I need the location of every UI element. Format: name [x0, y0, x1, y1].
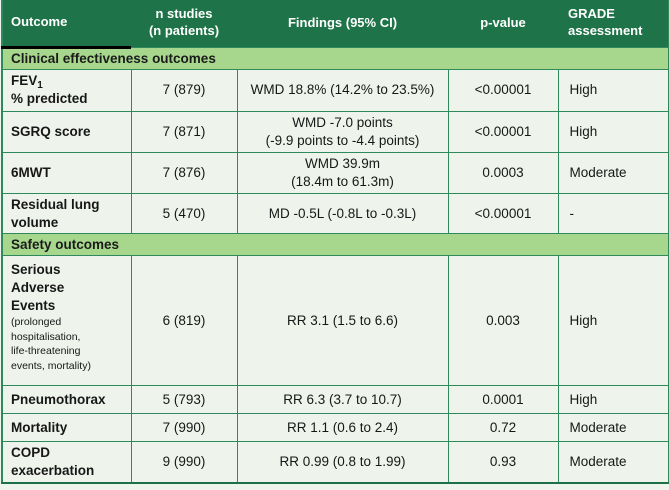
- findings-cell: MD -0.5L (-0.8L to -0.3L): [236, 193, 449, 235]
- table-row-residual-lung-volume: Residual lung volume 5 (470) MD -0.5L (-…: [1, 193, 669, 235]
- section-row-clinical-effectiveness: Clinical effectiveness outcomes: [1, 46, 669, 70]
- n-studies-cell: 9 (990): [130, 441, 238, 484]
- outcome-cell: Mortality: [1, 413, 132, 443]
- p-value-cell: 0.003: [447, 255, 559, 387]
- findings-cell: WMD 18.8% (14.2% to 23.5%): [236, 68, 449, 112]
- outcome-label: FEV: [11, 73, 38, 89]
- grade-cell: High: [557, 110, 669, 153]
- column-header-findings: Findings (95% CI): [237, 0, 448, 47]
- findings-cell: RR 1.1 (0.6 to 2.4): [236, 413, 449, 443]
- findings-cell: WMD -7.0 points (-9.9 points to -4.4 poi…: [236, 110, 449, 153]
- n-studies-cell: 5 (470): [130, 193, 238, 235]
- section-label-safety: Safety outcomes: [1, 233, 669, 257]
- outcome-cell: COPD exacerbation: [1, 441, 132, 484]
- section-label-clinical-effectiveness: Clinical effectiveness outcomes: [1, 46, 669, 70]
- table-row-pneumothorax: Pneumothorax 5 (793) RR 6.3 (3.7 to 10.7…: [1, 385, 669, 415]
- n-studies-cell: 6 (819): [130, 255, 238, 387]
- outcome-cell: 6MWT: [1, 151, 132, 195]
- grade-cell: Moderate: [557, 413, 669, 443]
- findings-cell: RR 6.3 (3.7 to 10.7): [236, 385, 449, 415]
- n-studies-cell: 5 (793): [130, 385, 238, 415]
- n-studies-cell: 7 (871): [130, 110, 238, 153]
- table-row-copd-exacerbation: COPD exacerbation 9 (990) RR 0.99 (0.8 t…: [1, 441, 669, 484]
- column-header-outcome: Outcome: [2, 0, 131, 49]
- p-value-cell: 0.0003: [447, 151, 559, 195]
- outcome-subscript: 1: [37, 80, 43, 92]
- outcome-cell: SGRQ score: [1, 110, 132, 153]
- n-studies-cell: 7 (879): [130, 68, 238, 112]
- table-header-row: Outcome n studies (n patients) Findings …: [2, 0, 669, 49]
- outcome-label: Serious Adverse Events: [11, 262, 65, 313]
- table-row-fev1: FEV1 % predicted 7 (879) WMD 18.8% (14.2…: [1, 68, 669, 112]
- p-value-cell: <0.00001: [447, 110, 559, 153]
- column-header-p-value: p-value: [448, 0, 558, 47]
- outcome-cell: Pneumothorax: [1, 385, 132, 415]
- section-row-safety: Safety outcomes: [1, 233, 669, 257]
- grade-cell: High: [557, 385, 669, 415]
- grade-cell: Moderate: [557, 151, 669, 195]
- n-studies-cell: 7 (990): [130, 413, 238, 443]
- outcome-cell: Residual lung volume: [1, 193, 132, 235]
- p-value-cell: <0.00001: [447, 193, 559, 235]
- outcome-cell: FEV1 % predicted: [1, 68, 132, 112]
- table-row-6mwt: 6MWT 7 (876) WMD 39.9m (18.4m to 61.3m) …: [1, 151, 669, 195]
- column-header-grade: GRADE assessment: [558, 0, 669, 47]
- table-row-serious-adverse-events: Serious Adverse Events (prolonged hospit…: [1, 255, 669, 387]
- grade-cell: Moderate: [557, 441, 669, 484]
- table-row-sgrq: SGRQ score 7 (871) WMD -7.0 points (-9.9…: [1, 110, 669, 153]
- grade-cell: High: [557, 255, 669, 387]
- p-value-cell: <0.00001: [447, 68, 559, 112]
- table-row-mortality: Mortality 7 (990) RR 1.1 (0.6 to 2.4) 0.…: [1, 413, 669, 443]
- column-header-n-studies: n studies (n patients): [131, 0, 237, 47]
- outcome-note: (prolonged hospitalisation, life-threate…: [11, 316, 91, 373]
- n-studies-cell: 7 (876): [130, 151, 238, 195]
- findings-cell: RR 0.99 (0.8 to 1.99): [236, 441, 449, 484]
- outcome-label-line2: % predicted: [11, 91, 88, 106]
- grade-cell: -: [557, 193, 669, 235]
- outcome-cell: Serious Adverse Events (prolonged hospit…: [1, 255, 132, 387]
- p-value-cell: 0.72: [447, 413, 559, 443]
- findings-cell: WMD 39.9m (18.4m to 61.3m): [236, 151, 449, 195]
- grade-cell: High: [557, 68, 669, 112]
- p-value-cell: 0.93: [447, 441, 559, 484]
- p-value-cell: 0.0001: [447, 385, 559, 415]
- findings-cell: RR 3.1 (1.5 to 6.6): [236, 255, 449, 387]
